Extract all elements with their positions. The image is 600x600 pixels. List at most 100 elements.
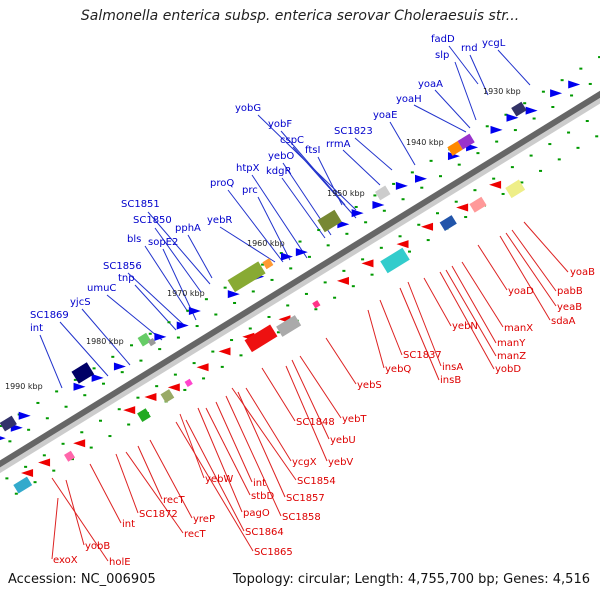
gene-label[interactable]: insB (440, 375, 461, 386)
tick-mark (64, 405, 68, 408)
gene-label[interactable]: SC1872 (139, 509, 178, 520)
gene-label[interactable]: yeaB (557, 302, 582, 313)
gene-label[interactable]: manY (497, 338, 526, 349)
gene-label[interactable]: SC1854 (297, 476, 336, 487)
forward-gene-arrow (414, 174, 427, 183)
tick-mark (214, 313, 218, 316)
gene-label[interactable]: exoX (53, 555, 78, 566)
leader-line (477, 244, 508, 291)
tick-mark (261, 263, 265, 266)
gene-label[interactable]: yebN (452, 321, 478, 332)
gene-label[interactable]: yebU (330, 435, 356, 446)
gene-label[interactable]: yebS (357, 380, 382, 391)
gene-label[interactable]: ycgL (482, 38, 506, 49)
leader-line (280, 130, 346, 206)
gene-label[interactable]: manX (504, 323, 533, 334)
gene-label[interactable]: SC1865 (254, 547, 293, 558)
gene-label[interactable]: rnd (461, 43, 478, 54)
gene-block (227, 261, 266, 293)
gene-label[interactable]: yobB (85, 541, 110, 552)
leader-line (257, 196, 291, 261)
gene-label[interactable]: ycgX (292, 457, 317, 468)
gene-label[interactable]: cspC (280, 135, 304, 146)
gene-label[interactable]: holE (109, 557, 131, 568)
gene-label[interactable]: insA (442, 362, 463, 373)
gene-label[interactable]: SC1851 (121, 199, 160, 210)
gene-label[interactable]: SC1837 (403, 350, 442, 361)
gene-block (184, 378, 193, 387)
gene-label[interactable]: yoaA (418, 79, 443, 90)
gene-label[interactable]: proQ (210, 178, 234, 189)
leader-line (137, 445, 163, 500)
leader-line (225, 395, 282, 517)
gene-label[interactable]: SC1823 (334, 126, 373, 137)
tick-mark (354, 205, 358, 208)
gene-label[interactable]: int (253, 478, 266, 489)
gene-label[interactable]: SC1848 (296, 417, 335, 428)
leader-line (434, 89, 471, 129)
tick-mark (202, 377, 206, 380)
gene-label[interactable]: yreP (193, 514, 215, 525)
label-leader-lines (39, 45, 569, 562)
gene-label[interactable]: ftsI (305, 145, 320, 156)
gene-block (13, 476, 33, 494)
leader-line (127, 272, 185, 326)
forward-gene-arrow (227, 290, 240, 299)
gene-label[interactable]: pagO (243, 508, 270, 519)
gene-label[interactable]: yobD (495, 364, 521, 375)
gene-label[interactable]: sopE2 (148, 237, 178, 248)
gene-label[interactable]: yoaE (373, 110, 397, 121)
tick-mark (567, 131, 571, 134)
gene-label[interactable]: SC1864 (245, 527, 284, 538)
gene-label[interactable]: recT (184, 529, 207, 540)
leader-line (299, 355, 342, 419)
reverse-gene-arrow (421, 222, 434, 231)
gene-label[interactable]: slp (435, 50, 449, 61)
gene-label[interactable]: yebQ (385, 364, 411, 375)
gene-label[interactable]: yobF (268, 119, 292, 130)
gene-label[interactable]: int (122, 519, 135, 530)
gene-label[interactable]: yoaB (570, 267, 595, 278)
gene-label[interactable]: yoaD (508, 286, 534, 297)
tick-mark (195, 325, 199, 328)
gene-label[interactable]: yebR (207, 215, 232, 226)
gene-label[interactable]: fadD (431, 34, 455, 45)
tick-mark (5, 477, 9, 480)
gene-label[interactable]: yebW (205, 474, 233, 485)
tick-mark (539, 169, 543, 172)
gene-label[interactable]: bls (127, 234, 141, 245)
gene-label[interactable]: SC1858 (282, 512, 321, 523)
gene-label[interactable]: int (30, 323, 43, 334)
gene-label[interactable]: prc (242, 185, 258, 196)
gene-label[interactable]: stbD (251, 491, 274, 502)
gene-label[interactable]: tnp (118, 273, 135, 284)
tick-mark (158, 348, 162, 351)
gene-label[interactable]: SC1856 (103, 261, 142, 272)
tick-mark (410, 171, 414, 174)
gene-label[interactable]: sdaA (551, 316, 576, 327)
gene-label[interactable]: SC1850 (133, 215, 172, 226)
gene-label[interactable]: pabB (557, 286, 583, 297)
gene-block (262, 258, 274, 270)
gene-label[interactable]: manZ (497, 351, 526, 362)
kbp-label: 1990 kbp (5, 382, 43, 391)
gene-label[interactable]: yebV (328, 457, 353, 468)
gene-label[interactable]: kdgR (266, 166, 291, 177)
leader-line (413, 104, 467, 133)
gene-label[interactable]: yobG (235, 103, 261, 114)
gene-label[interactable]: SC1869 (30, 310, 69, 321)
gene-label[interactable]: yebT (342, 414, 367, 425)
gene-label[interactable]: yjcS (70, 297, 91, 308)
tick-mark (289, 267, 293, 270)
forward-gene-arrow (18, 411, 31, 420)
gene-block (276, 315, 302, 337)
gene-label[interactable]: yebO (268, 151, 294, 162)
gene-label[interactable]: rrmA (326, 139, 351, 150)
gene-label[interactable]: pphA (175, 223, 201, 234)
gene-label[interactable]: htpX (236, 163, 260, 174)
gene-label[interactable]: recT (163, 495, 186, 506)
gene-label[interactable]: SC1857 (286, 493, 325, 504)
gene-label[interactable]: umuC (87, 283, 116, 294)
tick-mark (304, 292, 308, 295)
gene-label[interactable]: yoaH (396, 94, 422, 105)
